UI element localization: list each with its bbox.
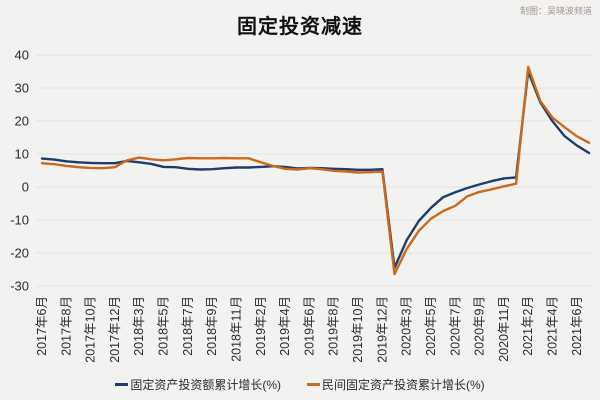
- x-tick-label: 2019年4月: [278, 296, 292, 356]
- x-tick-label: 2019年10月: [351, 296, 365, 363]
- y-tick-label: -10: [10, 213, 29, 228]
- legend-label-private: 民间固定资产投资累计增长(%): [322, 378, 485, 392]
- y-tick-label: 10: [15, 147, 29, 162]
- y-tick-label: -20: [10, 246, 29, 261]
- x-tick-label: 2019年2月: [254, 296, 268, 356]
- x-tick-label: 2019年6月: [302, 296, 316, 356]
- x-tick-label: 2020年3月: [400, 296, 414, 356]
- y-tick-label: 0: [22, 180, 29, 195]
- x-tick-label: 2017年10月: [84, 296, 98, 363]
- x-tick-label: 2020年11月: [497, 296, 511, 362]
- chart-title: 固定投资减速: [237, 16, 363, 38]
- credit-label: 制图：吴晓波频道: [519, 6, 592, 16]
- x-tick-label: 2019年12月: [375, 296, 389, 363]
- legend-item-total: 固定资产投资额累计增长(%): [115, 376, 281, 393]
- x-tick-label: 2018年11月: [230, 296, 244, 362]
- x-tick-label: 2018年7月: [181, 296, 195, 356]
- x-tick-label: 2020年7月: [448, 296, 462, 356]
- y-tick-label: 40: [15, 48, 29, 63]
- x-tick-label: 2017年8月: [59, 296, 73, 356]
- x-tick-label: 2018年3月: [132, 296, 146, 356]
- x-tick-label: 2017年12月: [108, 296, 122, 363]
- total-series-swatch-icon: [115, 383, 129, 386]
- x-tick-label: 2020年5月: [424, 296, 438, 356]
- legend-label-total: 固定资产投资额累计增长(%): [130, 378, 281, 392]
- x-tick-label: 2018年9月: [205, 296, 219, 356]
- x-tick-label: 2020年9月: [473, 296, 487, 356]
- x-tick-label: 2017年6月: [35, 296, 49, 356]
- x-tick-label: 2019年8月: [327, 296, 341, 356]
- series-line-1: [40, 65, 591, 276]
- y-tick-label: -30: [10, 279, 29, 294]
- x-tick-label: 2018年5月: [157, 296, 171, 356]
- legend-item-private: 民间固定资产投资累计增长(%): [307, 376, 485, 393]
- x-tick-label: 2021年2月: [521, 296, 535, 356]
- y-tick-label: 20: [15, 114, 29, 129]
- legend: 固定资产投资额累计增长(%) 民间固定资产投资累计增长(%): [0, 376, 600, 393]
- x-tick-label: 2021年6月: [570, 296, 584, 356]
- x-tick-label: 2021年4月: [546, 296, 560, 356]
- private-series-swatch-icon: [307, 383, 320, 386]
- y-tick-label: 30: [15, 81, 29, 96]
